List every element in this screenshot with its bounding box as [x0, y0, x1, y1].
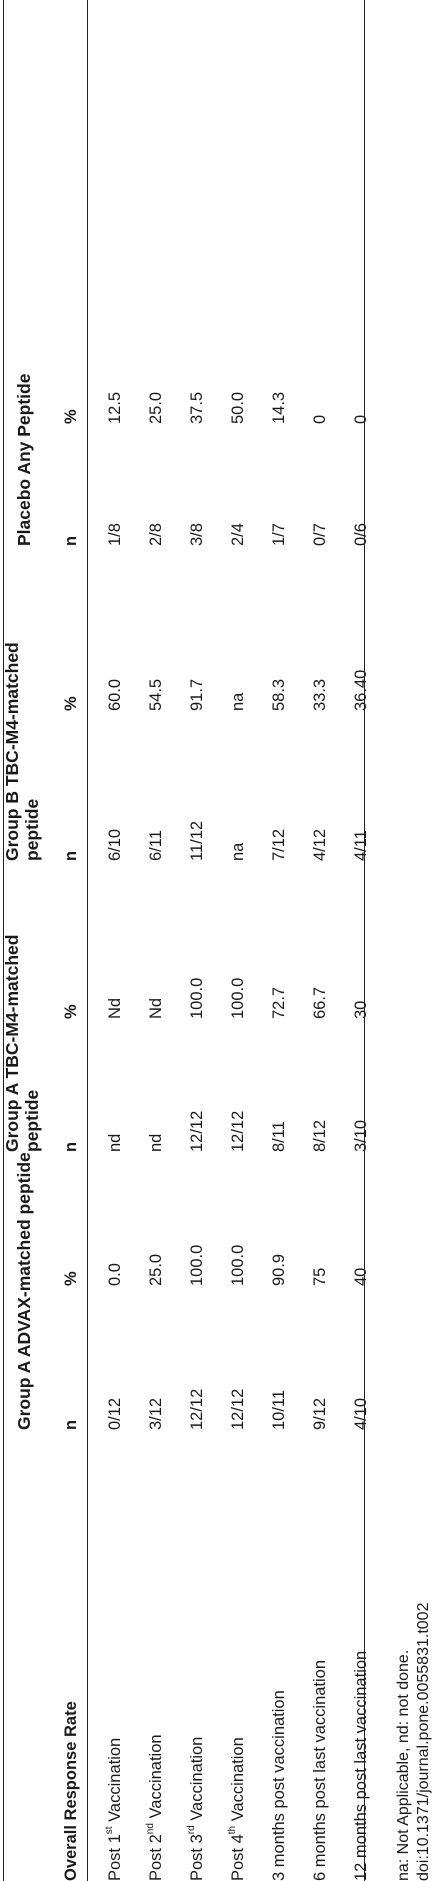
table-cell: 25.0: [147, 1253, 165, 1286]
table-cell: 72.7: [270, 986, 288, 1019]
table-cell: 2/8: [147, 523, 165, 546]
table-cell: 3/10: [352, 1119, 370, 1152]
row-label: 6 months post last vaccination: [310, 1660, 330, 1881]
row-label-suffix: Vaccination: [147, 1734, 165, 1824]
row-label-superscript: nd: [144, 1823, 156, 1835]
doi-text: doi:10.1371/journal.pone.0055831.t002: [415, 1602, 432, 1881]
row-label-text: 6 months post last vaccination: [311, 1659, 329, 1881]
table-cell: 100.0: [229, 1244, 247, 1286]
row-label: Post 4th Vaccination: [226, 1737, 248, 1881]
subheader-pct-1: %: [62, 1271, 80, 1286]
table-cell: 8/12: [311, 1119, 329, 1152]
table-cell: 0: [352, 414, 370, 424]
table-cell: 12/12: [229, 1388, 247, 1430]
table-cell: 58.3: [270, 678, 288, 711]
table-cell: 12/12: [229, 1110, 247, 1152]
row-label-text: 12 months post last vaccination: [352, 1650, 370, 1881]
group-header-a-advax: Group A ADVAX-matched peptide: [14, 1152, 34, 1430]
row-label-text: Post 2: [147, 1834, 165, 1881]
table-cell: 4/10: [352, 1397, 370, 1430]
table-cell: 1/7: [270, 523, 288, 546]
table-cell: 4/11: [352, 830, 370, 861]
table-cell: 75: [311, 1267, 329, 1286]
table-cell: nd: [106, 1133, 124, 1152]
table-cell: 9/12: [311, 1397, 329, 1430]
table-cell: nd: [147, 1133, 165, 1152]
table-cell: 0.0: [106, 1263, 124, 1286]
row-label-text: Post 3: [188, 1834, 206, 1881]
subheader-n-1: n: [62, 1419, 80, 1430]
row-header-label: Overall Response Rate: [62, 1701, 80, 1881]
subheader-pct-3: %: [62, 696, 80, 711]
footnote: na: Not Applicable, nd: not done.: [395, 1649, 412, 1881]
table-cell: 40: [352, 1267, 370, 1286]
row-label-superscript: th: [226, 1825, 238, 1835]
subheader-pct-2: %: [62, 1004, 80, 1019]
row-label-superscript: st: [103, 1826, 115, 1835]
header-bottom-rule: [87, 0, 88, 1881]
row-label-suffix: Vaccination: [229, 1737, 247, 1826]
subheader-n-2: n: [62, 1141, 80, 1152]
table-cell: 0/12: [106, 1397, 124, 1430]
table-cell: 25.0: [147, 391, 165, 424]
table-bottom-rule: [364, 0, 365, 1881]
table-cell: 33.3: [311, 678, 329, 711]
table-cell: 4/12: [311, 828, 329, 861]
table-cell: 2/4: [229, 523, 247, 546]
table-cell: 12/12: [188, 1110, 206, 1152]
row-label-superscript: rd: [185, 1825, 197, 1835]
table-cell: 11/12: [188, 820, 206, 861]
table-cell: 3/12: [147, 1397, 165, 1430]
group-header-a-tbc-line2: peptide: [22, 1089, 42, 1152]
subheader-n-3: n: [62, 850, 80, 861]
table-cell: 100.0: [188, 1244, 206, 1286]
subheader-n-4: n: [62, 535, 80, 546]
group-header-a-tbc: Group A TBC-M4-matched: [2, 934, 22, 1152]
table-cell: 60.0: [106, 678, 124, 711]
table-cell: 90.9: [270, 1253, 288, 1286]
row-label: Post 1st Vaccination: [103, 1737, 125, 1881]
table-cell: 8/11: [270, 1121, 288, 1152]
group-header-placebo: Placebo Any Peptide: [14, 373, 34, 546]
row-label-text: Post 1: [106, 1834, 124, 1881]
group-header-b-tbc-line2: peptide: [22, 798, 42, 861]
table-cell: 3/8: [188, 523, 206, 546]
table-cell: 36.40: [352, 669, 370, 711]
table-cell: 66.7: [311, 986, 329, 1019]
group-header-b-tbc: Group B TBC-M4-matched: [2, 642, 22, 861]
table-cell: Nd: [106, 997, 124, 1019]
row-label: 3 months post vaccination: [269, 1690, 289, 1881]
table-cell: 37.5: [188, 391, 206, 424]
row-label-suffix: Vaccination: [106, 1737, 124, 1827]
table-cell: 10/11: [270, 1389, 288, 1430]
table-cell: 100.0: [188, 977, 206, 1019]
table-cell: 50.0: [229, 391, 247, 424]
table-cell: 6/10: [106, 828, 124, 861]
table-cell: 1/8: [106, 523, 124, 546]
table-cell: 54.5: [147, 678, 165, 711]
table-cell: 0/6: [352, 523, 370, 546]
table-cell: 0/7: [311, 523, 329, 546]
table-cell: 12/12: [188, 1388, 206, 1430]
row-label: Post 2nd Vaccination: [144, 1734, 166, 1881]
subheader-pct-4: %: [62, 409, 80, 424]
table-cell: 14.3: [270, 391, 288, 424]
table-cell: 91.7: [188, 678, 206, 711]
table-cell: 0: [311, 414, 329, 424]
table-cell: 7/12: [270, 828, 288, 861]
table-cell: 100.0: [229, 977, 247, 1019]
table-cell: na: [229, 692, 247, 711]
row-label-text: Post 4: [229, 1834, 247, 1881]
table-cell: 12.5: [106, 391, 124, 424]
table-cell: Nd: [147, 997, 165, 1019]
row-label: 12 months post last vaccination: [351, 1651, 371, 1881]
table-cell: 6/11: [147, 830, 165, 861]
row-label-suffix: Vaccination: [188, 1736, 206, 1826]
table-cell: 30: [352, 1000, 370, 1019]
row-label: Post 3rd Vaccination: [185, 1736, 207, 1881]
table-cell: na: [229, 842, 247, 861]
row-label-text: 3 months post vaccination: [270, 1690, 288, 1881]
